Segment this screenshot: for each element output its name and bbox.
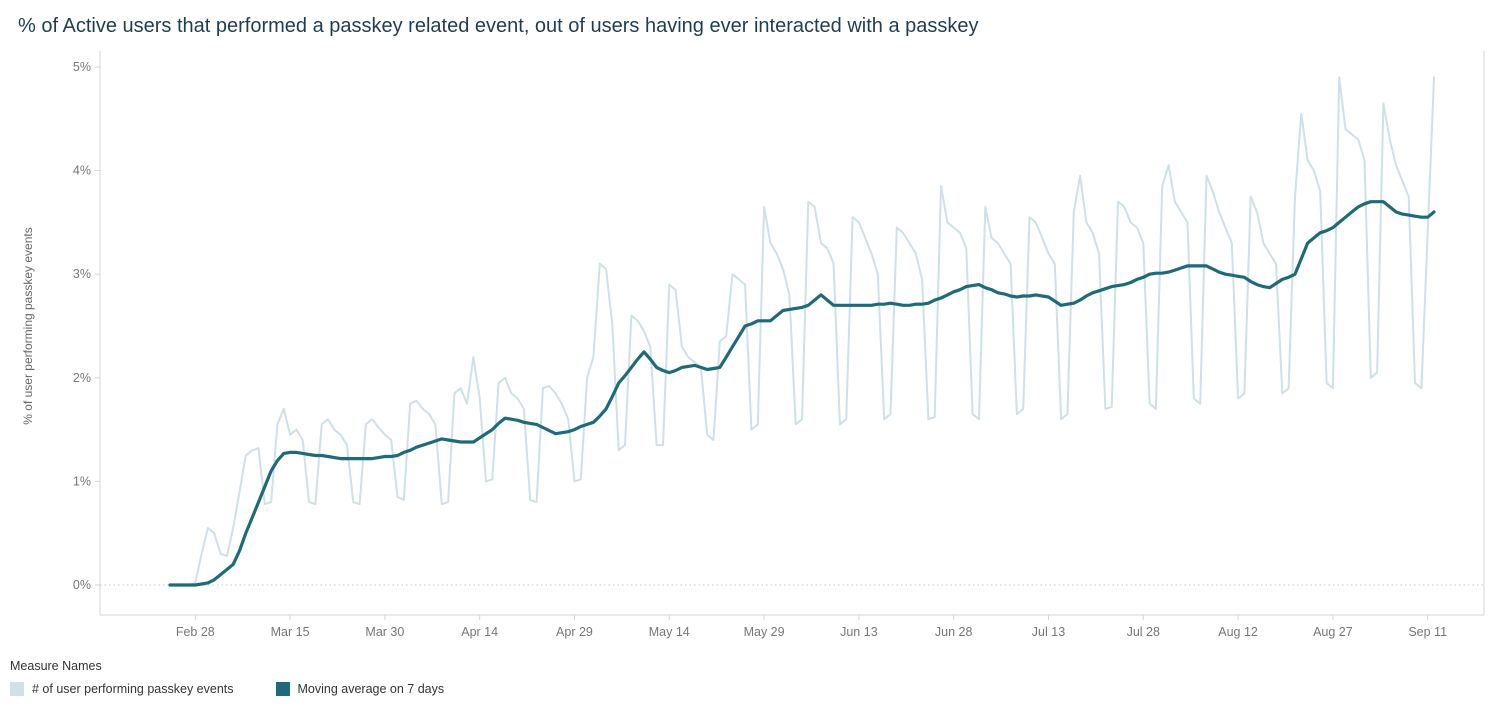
- y-axis-tick-label: 3%: [73, 267, 91, 281]
- chart-title: % of Active users that performed a passk…: [18, 15, 979, 37]
- x-axis-tick-label: Feb 28: [176, 625, 215, 639]
- legend-item-label: # of user performing passkey events: [32, 682, 234, 696]
- x-axis-tick-label: Jun 13: [840, 625, 878, 639]
- legend-item-label: Moving average on 7 days: [297, 682, 445, 696]
- plot-area[interactable]: [100, 51, 1484, 615]
- x-axis-tick-label: Aug 27: [1313, 625, 1353, 639]
- legend: Measure Names # of user performing passk…: [0, 651, 1500, 696]
- y-axis-tick-label: 0%: [73, 578, 91, 592]
- line-chart[interactable]: 0% 1% 2% 3% 4% 5% Feb 28 Mar 15 Mar 30 Apr 14 Apr …: [0, 43, 1500, 651]
- x-axis-tick-label: Apr 14: [461, 625, 498, 639]
- legend-item-0[interactable]: # of user performing passkey events: [10, 682, 234, 696]
- y-axis-tick-label: 4%: [73, 164, 91, 178]
- y-axis-tick-label: 1%: [73, 474, 91, 488]
- x-axis-tick-label: Apr 29: [556, 625, 593, 639]
- x-axis-tick-label: Jun 28: [935, 625, 973, 639]
- legend-swatch-icon: [10, 682, 24, 696]
- moving-average-line[interactable]: [168, 200, 1436, 587]
- x-axis-tick-label: Aug 12: [1218, 625, 1258, 639]
- y-axis-tick-label: 2%: [73, 371, 91, 385]
- legend-title: Measure Names: [10, 659, 102, 673]
- x-axis-tick-label: Sep 11: [1408, 625, 1447, 639]
- x-axis-tick-label: Mar 15: [271, 625, 310, 639]
- legend-item-1[interactable]: Moving average on 7 days: [275, 682, 445, 696]
- x-axis-tick-label: May 29: [744, 625, 785, 639]
- x-axis-tick-label: Jul 13: [1032, 625, 1065, 639]
- x-axis-tick-label: May 14: [649, 625, 690, 639]
- x-axis-tick-label: Mar 30: [365, 625, 404, 639]
- legend-swatch-icon: [275, 682, 290, 696]
- y-axis-title: % of user performing passkey events: [21, 227, 35, 424]
- daily-series-line[interactable]: [169, 76, 1435, 586]
- x-axis-tick-label: Jul 28: [1127, 625, 1160, 639]
- y-axis-tick-label: 5%: [73, 60, 91, 74]
- legend-items: # of user performing passkey events Movin…: [10, 682, 1500, 696]
